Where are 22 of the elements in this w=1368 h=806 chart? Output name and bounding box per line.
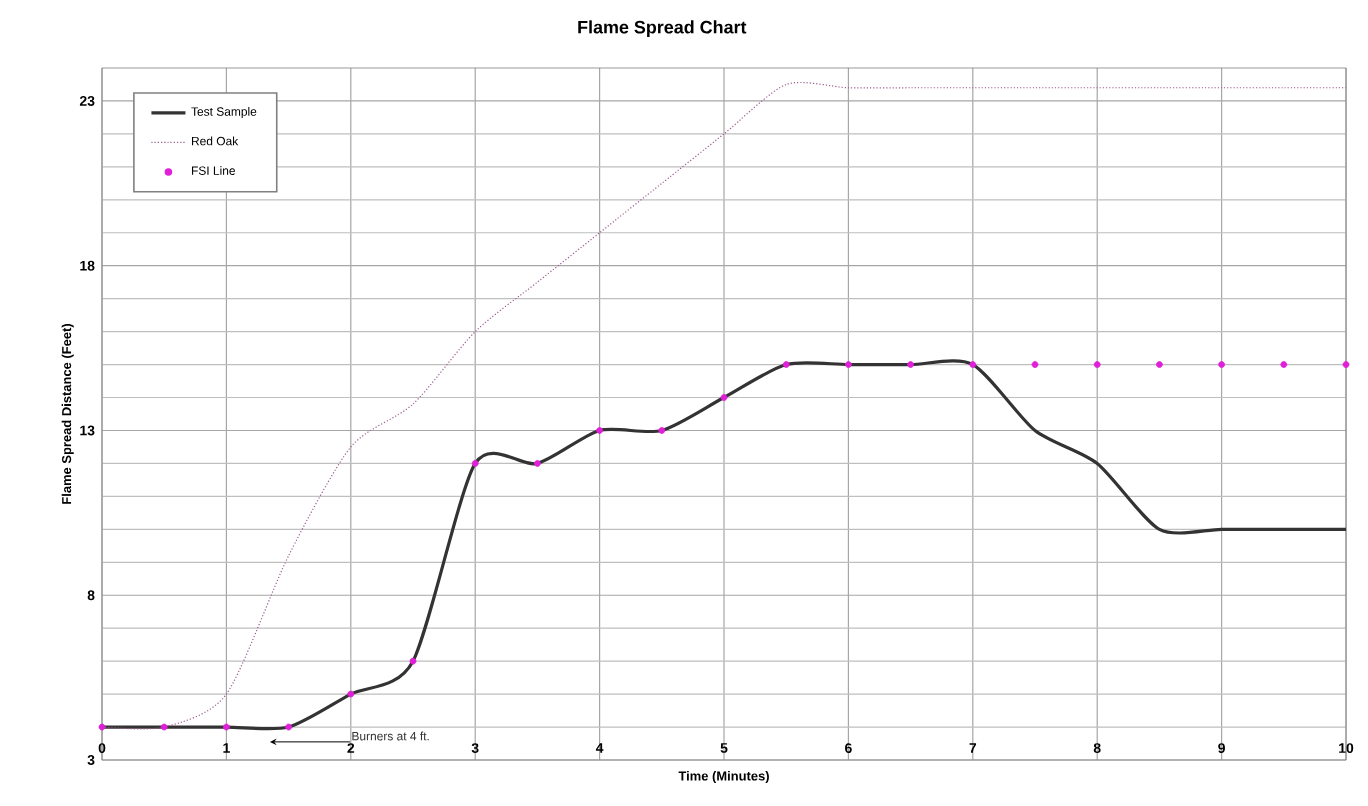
point xyxy=(1093,361,1101,368)
point xyxy=(845,361,852,368)
chart-title: Flame Spread Chart xyxy=(578,20,747,38)
point xyxy=(98,723,106,731)
point xyxy=(471,460,479,467)
point xyxy=(160,723,168,731)
point xyxy=(409,657,417,665)
point xyxy=(534,460,541,467)
point xyxy=(223,723,230,731)
point xyxy=(658,427,666,434)
point xyxy=(907,361,914,368)
point xyxy=(347,690,355,698)
point xyxy=(1156,361,1163,368)
point xyxy=(720,394,728,401)
point xyxy=(969,361,977,368)
point xyxy=(1031,361,1039,368)
point xyxy=(1218,361,1225,368)
point xyxy=(1342,361,1350,368)
point xyxy=(285,723,292,731)
point xyxy=(782,361,790,368)
point xyxy=(596,427,603,434)
point xyxy=(1280,361,1288,368)
